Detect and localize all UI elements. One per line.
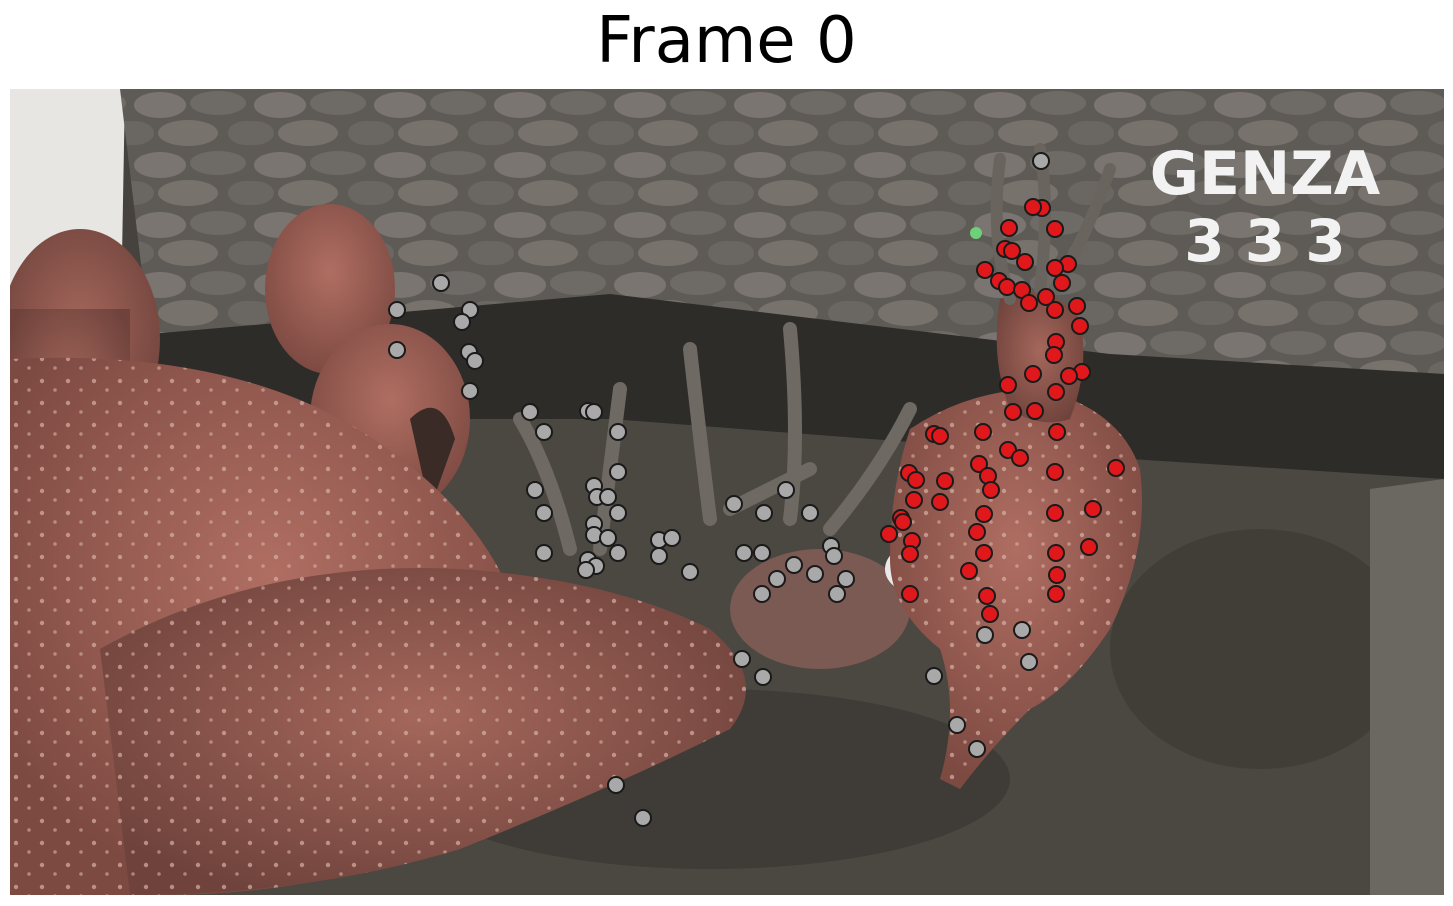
video-frame-image: GENZA 3 3 3 xyxy=(10,89,1444,895)
watermark-line2: 3 3 3 xyxy=(1184,207,1345,275)
frame-title: Frame 0 xyxy=(596,4,857,78)
watermark-line1: GENZA xyxy=(1150,139,1381,209)
deer-fighting-scene: GENZA 3 3 3 xyxy=(10,89,1444,895)
